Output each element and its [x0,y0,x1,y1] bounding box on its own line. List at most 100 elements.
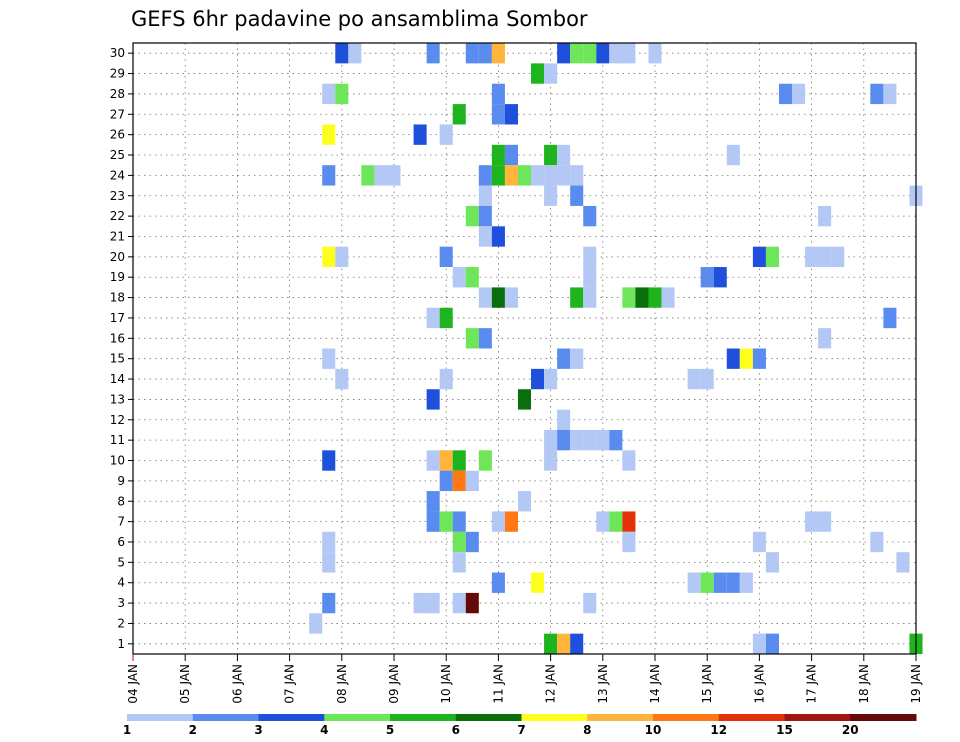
precip-cell [635,287,649,308]
precip-cell [504,165,518,186]
precip-cell [544,450,558,471]
precip-cell [883,307,897,329]
x-tick-label: 09 JAN [387,664,401,704]
x-tick-label: 11 JAN [491,664,505,704]
precip-cell [478,205,492,227]
precip-cell [596,429,610,451]
colorbar-swatch [455,714,522,721]
y-tick-label: 21 [110,229,125,243]
precip-cell [570,287,584,308]
precip-cell [491,165,505,186]
y-tick-label: 19 [110,270,125,284]
precip-cell [583,267,597,288]
colorbar-swatch [192,714,259,721]
precip-cell [570,348,584,369]
colorbar-swatch [850,714,917,721]
x-tick-label: 14 JAN [648,664,662,704]
precip-cell [544,633,558,654]
precip-cell [322,246,336,268]
precip-cell [465,267,479,288]
y-tick-label: 3 [117,596,125,610]
y-tick-label: 22 [110,209,125,223]
precip-cell [583,592,597,614]
precip-cell [478,328,492,349]
precip-cell [687,572,701,593]
precip-cell [700,267,714,288]
precip-cell [452,592,466,614]
y-tick-label: 27 [110,107,125,121]
x-tick-label: 08 JAN [335,664,349,704]
precip-cell [387,165,401,186]
precip-cell [322,592,336,614]
precip-cell [478,165,492,186]
precip-cell [596,511,610,532]
precip-cell [426,592,440,614]
x-tick-label: 15 JAN [700,664,714,704]
precip-cell [583,287,597,308]
colorbar-label: 5 [386,723,394,737]
x-tick-label: 06 JAN [230,664,244,704]
precip-cell [465,470,479,492]
precip-cell [465,43,479,64]
precip-cell [713,267,727,288]
precip-cell [726,572,740,593]
precip-cell [726,144,740,166]
precip-cell [557,43,571,64]
colorbar-swatch [127,714,194,721]
precip-cell [700,572,714,593]
precip-cell [322,83,336,105]
precip-cell [478,287,492,308]
precip-cell [504,104,518,125]
precip-cell [491,43,505,64]
precip-cell [661,287,675,308]
precip-cell [622,450,636,471]
colorbar-label: 12 [710,723,727,737]
colorbar-label: 3 [254,723,262,737]
precip-cell [478,226,492,247]
precip-cell [322,531,336,553]
precip-cell [413,592,427,614]
colorbar-label: 6 [452,723,460,737]
precip-cell [544,165,558,186]
precip-cell [426,389,440,410]
precip-cell [322,165,336,186]
precip-cell [870,531,884,553]
precip-cell [491,511,505,532]
y-tick-label: 25 [110,148,125,162]
precip-cell [439,470,453,492]
data-cells [309,43,923,654]
precip-cell [739,348,753,369]
x-tick-label: 13 JAN [596,664,610,704]
precip-cell [478,43,492,64]
precip-cell [557,144,571,166]
precip-cell [831,246,845,268]
precip-cell [570,633,584,654]
y-tick-label: 30 [110,46,125,60]
precip-cell [896,552,910,573]
precip-cell [491,144,505,166]
precip-cell [544,63,558,84]
x-tick-label: 17 JAN [805,664,819,704]
y-tick-label: 4 [117,576,125,590]
precip-cell [439,450,453,471]
precip-cell [557,429,571,451]
precip-cell [778,83,793,105]
precip-cell [491,287,505,308]
precip-cell [531,368,545,390]
precip-cell [452,531,466,553]
precip-cell [517,389,532,410]
x-tick-label: 18 JAN [857,664,871,704]
precip-cell [322,552,336,573]
precip-cell [439,246,453,268]
precip-cell [452,511,466,532]
y-tick-label: 16 [110,331,125,345]
precip-cell [465,592,479,614]
colorbar-swatch [324,714,391,721]
precip-cell [557,348,571,369]
precip-cell [883,83,897,105]
precip-cell [818,511,832,532]
precip-cell [491,572,505,593]
precip-cell [517,491,532,512]
precip-cell [322,348,336,369]
colorbar-label: 4 [320,723,328,737]
